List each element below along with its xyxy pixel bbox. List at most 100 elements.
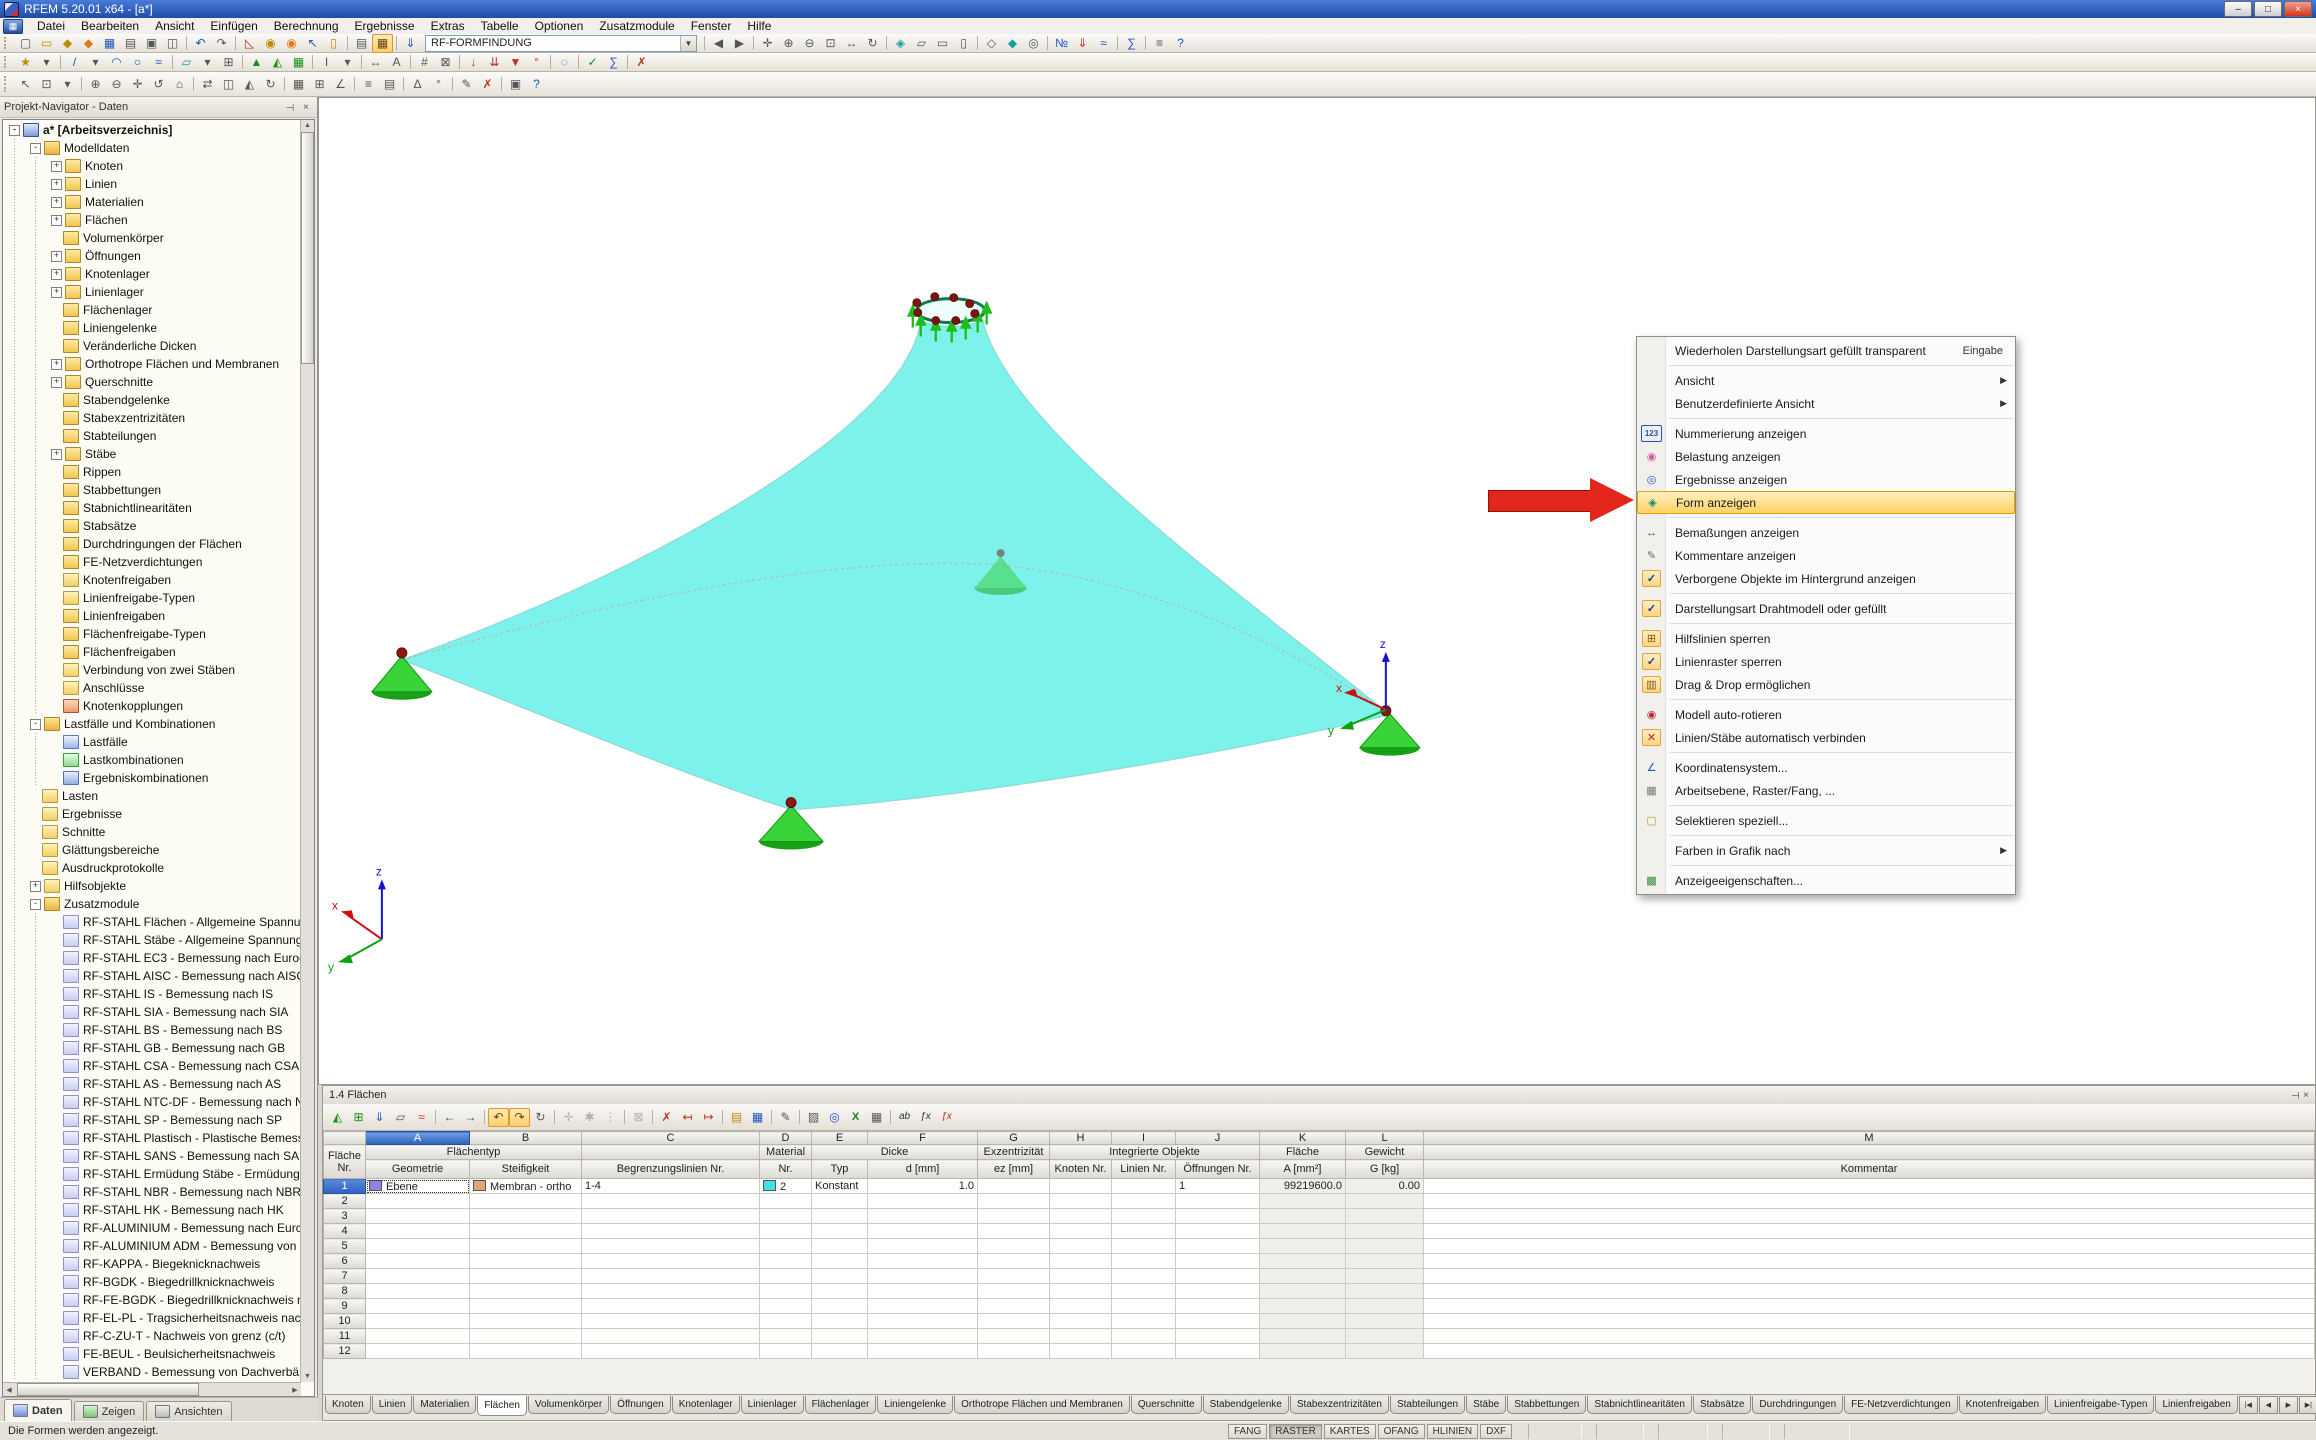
sheet-tab-knoten[interactable]: Knoten xyxy=(325,1396,371,1414)
history-back-icon[interactable]: ◀ xyxy=(713,36,724,50)
table-view-1-icon[interactable]: ▤ xyxy=(730,1110,743,1124)
tree-item-zusatzmodule[interactable]: - Zusatzmodule xyxy=(4,895,300,913)
tree-item-stabendgelenke[interactable]: Stabendgelenke xyxy=(4,391,300,409)
row-number[interactable]: 6 xyxy=(323,1253,366,1269)
row-number[interactable]: 3 xyxy=(323,1208,366,1224)
cell-kommentar-row8[interactable] xyxy=(1423,1283,2315,1299)
show-all-icon[interactable]: ⌂ xyxy=(175,77,184,91)
row-number[interactable]: 2 xyxy=(323,1193,366,1209)
table-generate-icon[interactable]: ✱ xyxy=(584,1110,595,1124)
cell-steifigkeit-row5[interactable] xyxy=(469,1238,582,1254)
cell-kommentar-row10[interactable] xyxy=(1423,1313,2315,1329)
tree-vertical-scrollbar[interactable]: ▲ ▼ xyxy=(300,120,314,1382)
close-button[interactable]: × xyxy=(2284,1,2312,17)
module-combo-box[interactable]: RF-FORMFINDUNG ▼ xyxy=(425,34,697,52)
cell-geometrie-row10[interactable] xyxy=(365,1313,470,1329)
cell-knoten-nr-row2[interactable] xyxy=(1049,1193,1112,1209)
toggle-tables-icon[interactable]: ▦ xyxy=(372,33,393,53)
row-number[interactable]: 9 xyxy=(323,1298,366,1314)
cell-ffnungen-nr-row1[interactable]: 1 xyxy=(1175,1178,1260,1194)
tree-expand-toggle[interactable]: + xyxy=(51,196,62,208)
object-properties-icon[interactable]: ▣ xyxy=(509,77,522,91)
delta-coords-icon[interactable]: Δ xyxy=(413,77,422,91)
cell-knoten-nr-row10[interactable] xyxy=(1049,1313,1112,1329)
tree-item-lastf-lle-und-kombinationen[interactable]: - Lastfälle und Kombinationen xyxy=(4,715,300,733)
view-xz-icon[interactable]: ▭ xyxy=(936,36,949,50)
tree-item-stabbettungen[interactable]: Stabbettungen xyxy=(4,481,300,499)
tree-expand-toggle[interactable]: + xyxy=(51,214,62,226)
column-letter-M[interactable]: M xyxy=(1423,1131,2315,1145)
scrollbar-thumb[interactable] xyxy=(17,1383,199,1396)
cell-steifigkeit-row3[interactable] xyxy=(469,1208,582,1224)
cell-ffnungen-nr-row10[interactable] xyxy=(1175,1313,1260,1329)
tree-item-rf-stahl-gb-bemessung-nach-gb[interactable]: RF-STAHL GB - Bemessung nach GB xyxy=(4,1039,300,1057)
table-view-2-icon[interactable]: ▦ xyxy=(751,1110,764,1124)
status-toggle-dxf[interactable]: DXF xyxy=(1480,1424,1513,1439)
save-icon[interactable]: ▦ xyxy=(103,36,116,50)
calculation-icon[interactable]: ∑ xyxy=(1127,36,1136,50)
status-toggle-fang[interactable]: FANG xyxy=(1228,1424,1268,1439)
cell-kommentar-row7[interactable] xyxy=(1423,1268,2315,1284)
cell-ez-mm-row6[interactable] xyxy=(977,1253,1050,1269)
navigator-tab-daten[interactable]: Daten xyxy=(4,1399,72,1421)
tree-item-linienfreigaben[interactable]: Linienfreigaben xyxy=(4,607,300,625)
cell-geometrie-row3[interactable] xyxy=(365,1208,470,1224)
tree-item-rf-stahl-sans-bemessung-nach-san[interactable]: RF-STAHL SANS - Bemessung nach SAN xyxy=(4,1147,300,1165)
cell-d-mm-row3[interactable] xyxy=(867,1208,978,1224)
new-circle-icon[interactable]: ○ xyxy=(133,55,142,69)
cell-ez-mm-row3[interactable] xyxy=(977,1208,1050,1224)
sheet-tab-querschnitte[interactable]: Querschnitte xyxy=(1130,1396,1202,1414)
cell-begrenzungslinien-nr-row1[interactable]: 1-4 xyxy=(581,1178,760,1194)
column-letter-F[interactable]: F xyxy=(867,1131,978,1145)
cell-ffnungen-nr-row9[interactable] xyxy=(1175,1298,1260,1314)
table-clear-icon[interactable]: ⊠ xyxy=(633,1110,644,1124)
render-solid-icon[interactable]: ◆ xyxy=(1007,36,1018,50)
move-tool-icon[interactable]: ⇄ xyxy=(202,77,213,91)
table-import-2-icon[interactable]: ▨ xyxy=(807,1110,820,1124)
cell-begrenzungslinien-nr-row11[interactable] xyxy=(581,1328,760,1344)
column-letter-C[interactable]: C xyxy=(581,1131,760,1145)
table-redo-icon[interactable]: ↷ xyxy=(509,1107,530,1127)
cell-geometrie-row9[interactable] xyxy=(365,1298,470,1314)
sheet-tab-stabbettungen[interactable]: Stabbettungen xyxy=(1507,1396,1587,1414)
row-number[interactable]: 5 xyxy=(323,1238,366,1254)
tree-expand-toggle[interactable]: + xyxy=(51,286,62,298)
sheet-tab-fl-chen[interactable]: Flächen xyxy=(477,1396,527,1416)
input-mode-icon[interactable]: ◺ xyxy=(244,36,255,50)
tree-item-knotenlager[interactable]: + Knotenlager xyxy=(4,265,300,283)
tree-expand-toggle[interactable]: + xyxy=(30,880,41,892)
cell-ez-mm-row2[interactable] xyxy=(977,1193,1050,1209)
tree-item-knotenkopplungen[interactable]: Knotenkopplungen xyxy=(4,697,300,715)
tree-item-stabs-tze[interactable]: Stabsätze xyxy=(4,517,300,535)
column-letter-E[interactable]: E xyxy=(811,1131,868,1145)
sheet-tab-linienfreigaben[interactable]: Linienfreigaben xyxy=(2155,1396,2238,1414)
clipboard-icon[interactable]: ▤ xyxy=(124,36,137,50)
cell-g-kg-row2[interactable] xyxy=(1345,1193,1424,1209)
pin-icon[interactable]: ⊤ xyxy=(283,102,295,112)
cell-ffnungen-nr-row2[interactable] xyxy=(1175,1193,1260,1209)
cell-d-mm-row9[interactable] xyxy=(867,1298,978,1314)
cell-typ-row3[interactable] xyxy=(811,1208,868,1224)
context-menu-item-arbeitsebene-raster-fang[interactable]: ▦ Arbeitsebene, Raster/Fang, ... xyxy=(1637,779,2015,802)
column-letter-G[interactable]: G xyxy=(977,1131,1050,1145)
cell-begrenzungslinien-nr-row12[interactable] xyxy=(581,1343,760,1359)
cell-linien-nr-row1[interactable] xyxy=(1111,1178,1176,1194)
tree-item-fl-chen[interactable]: + Flächen xyxy=(4,211,300,229)
scrollbar-thumb[interactable] xyxy=(301,132,314,364)
cell-g-kg-row6[interactable] xyxy=(1345,1253,1424,1269)
tree-item-fl-chenlager[interactable]: Flächenlager xyxy=(4,301,300,319)
cell-steifigkeit-row6[interactable] xyxy=(469,1253,582,1269)
new-arc-icon[interactable]: ◠ xyxy=(111,55,122,69)
cell-kommentar-row9[interactable] xyxy=(1423,1298,2315,1314)
tree-item-ergebniskombinationen[interactable]: Ergebniskombinationen xyxy=(4,769,300,787)
cell-begrenzungslinien-nr-row4[interactable] xyxy=(581,1223,760,1239)
select-more-icon[interactable]: ▾ xyxy=(64,77,71,91)
new-member-icon[interactable]: I xyxy=(324,55,329,69)
cell-kommentar-row5[interactable] xyxy=(1423,1238,2315,1254)
menu-ergebnisse[interactable]: Ergebnisse xyxy=(354,19,415,33)
table-refresh-icon[interactable]: ↻ xyxy=(535,1110,546,1124)
sheet-tab-linien[interactable]: Linien xyxy=(371,1396,413,1414)
cell-begrenzungslinien-nr-row10[interactable] xyxy=(581,1313,760,1329)
tree-item-rf-fe-bgdk-biegedrillknicknachweis-n[interactable]: RF-FE-BGDK - Biegedrillknicknachweis n xyxy=(4,1291,300,1309)
tree-item-rf-stahl-as-bemessung-nach-as[interactable]: RF-STAHL AS - Bemessung nach AS xyxy=(4,1075,300,1093)
